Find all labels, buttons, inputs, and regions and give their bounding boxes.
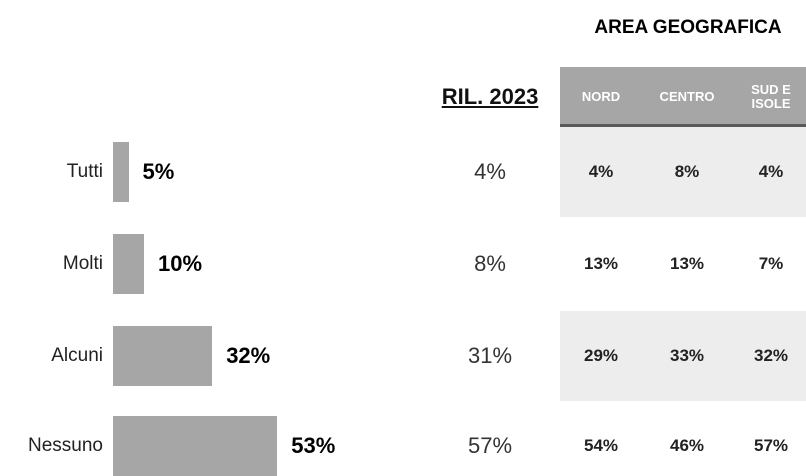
bar (113, 416, 278, 476)
column-header: SUD E ISOLE (751, 82, 791, 111)
value-label: 10% (158, 251, 203, 276)
row-shade (560, 311, 806, 401)
category-label: Molti (62, 253, 103, 274)
table-cell: 8% (674, 162, 700, 181)
table-cell: 8% (474, 251, 506, 276)
table-cell: 4% (474, 159, 506, 184)
table-cell: 4% (758, 162, 784, 181)
table-cell: 13% (583, 254, 619, 273)
table-cell: 7% (758, 254, 784, 273)
value-label: 5% (142, 159, 175, 184)
row-shade (560, 127, 806, 217)
bar (113, 234, 144, 294)
column-header: CENTRO (659, 89, 715, 104)
bar (113, 142, 129, 202)
column-header: NORD (581, 89, 621, 104)
table-cell: 57% (467, 433, 513, 458)
table-cell: 33% (669, 346, 705, 365)
category-label: Alcuni (51, 345, 103, 366)
group-header: AREA GEOGRAFICA (594, 17, 782, 38)
table-cell: 29% (583, 346, 619, 365)
table-cell: 4% (588, 162, 614, 181)
category-label: Tutti (66, 161, 103, 182)
table-cell: 46% (669, 436, 705, 455)
table-cell: 31% (467, 343, 513, 368)
category-label: Nessuno (28, 435, 103, 456)
table-cell: 54% (583, 436, 619, 455)
bar (113, 326, 213, 386)
column-header: RIL. 2023 (441, 84, 539, 109)
table-cell: 57% (753, 436, 789, 455)
value-label: 32% (226, 343, 271, 368)
value-label: 53% (291, 433, 336, 458)
header-band (560, 67, 806, 127)
table-cell: 13% (669, 254, 705, 273)
table-cell: 32% (753, 346, 789, 365)
